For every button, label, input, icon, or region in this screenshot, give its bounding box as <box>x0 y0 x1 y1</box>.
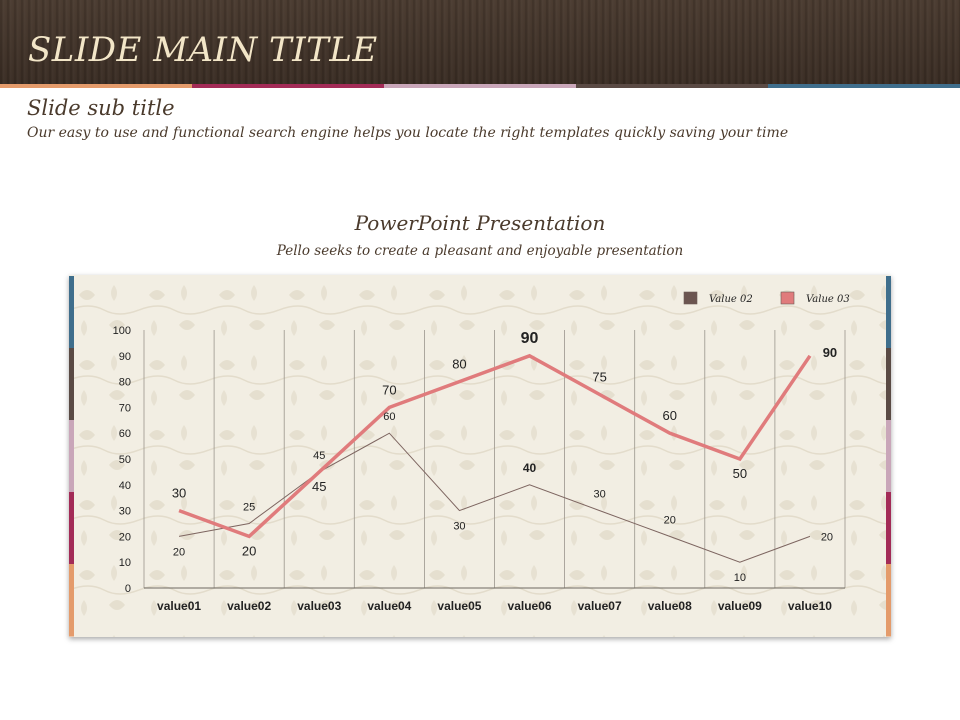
x-tick-label: value09 <box>718 599 762 613</box>
y-tick-label: 20 <box>119 531 131 543</box>
data-label-value-03: 30 <box>172 486 186 501</box>
data-label-value-03: 70 <box>382 382 396 397</box>
slide-subtitle: Slide sub title <box>27 96 175 120</box>
legend-label: Value 03 <box>806 294 850 305</box>
y-tick-label: 10 <box>119 557 131 569</box>
x-tick-label: value04 <box>367 599 411 613</box>
chart-background <box>69 275 891 637</box>
legend-swatch <box>683 291 698 305</box>
data-label-value-03: 80 <box>452 357 466 372</box>
accent-stripe-3 <box>384 84 576 88</box>
data-label-value-02: 20 <box>173 546 185 558</box>
y-tick-label: 80 <box>119 377 131 389</box>
accent-stripe-1 <box>0 84 192 88</box>
series-layer <box>178 353 812 563</box>
data-label-value-02: 60 <box>383 411 395 423</box>
title-bar: SLIDE MAIN TITLE <box>0 0 960 84</box>
data-label-value-03: 20 <box>242 543 256 558</box>
data-label-value-02: 20 <box>821 531 833 543</box>
y-tick-label: 60 <box>119 428 131 440</box>
data-label-value-02: 30 <box>453 521 465 533</box>
data-label-value-02: 45 <box>313 450 325 462</box>
side-bar-right-segment <box>886 276 891 349</box>
x-tick-label: value05 <box>437 599 481 613</box>
side-bar-left-segment <box>69 420 74 493</box>
data-label-value-02: 25 <box>243 502 255 514</box>
x-tick-label: value06 <box>508 599 552 613</box>
side-bar-left-segment <box>69 276 74 349</box>
data-label-value-02: 20 <box>664 514 676 526</box>
legend-swatch <box>780 291 795 305</box>
side-bar-right <box>886 276 891 637</box>
y-tick-label: 40 <box>119 480 131 492</box>
data-label-value-03: 60 <box>663 408 677 423</box>
data-label-value-03: 90 <box>521 330 539 347</box>
y-tick-label: 100 <box>113 325 131 337</box>
chart-panel: 0 10 20 30 40 50 60 70 80 90 100 value01 value02 val… <box>69 275 891 637</box>
slide-title: SLIDE MAIN TITLE <box>28 30 378 70</box>
accent-stripe-5 <box>768 84 960 88</box>
x-axis: value01 value02 value03 value04 value05 value… <box>157 599 832 613</box>
accent-stripe-2 <box>192 84 384 88</box>
x-tick-label: value08 <box>648 599 692 613</box>
chart-legend: Value 02 Value 03 <box>683 291 850 305</box>
x-tick-label: value07 <box>578 599 622 613</box>
accent-stripes <box>0 84 960 88</box>
x-tick-label: value01 <box>157 599 201 613</box>
accent-stripe-4 <box>576 84 768 88</box>
data-label-value-02: 30 <box>594 489 606 501</box>
legend-label: Value 02 <box>709 294 753 305</box>
series-line-value-02 <box>178 432 811 563</box>
side-bar-left <box>69 276 74 637</box>
side-bar-left-segment <box>69 348 74 421</box>
y-tick-label: 0 <box>125 583 131 595</box>
y-tick-label: 50 <box>119 454 131 466</box>
data-label-value-03: 90 <box>823 345 837 360</box>
y-tick-label: 90 <box>119 351 131 363</box>
side-bar-right-segment <box>886 420 891 493</box>
x-tick-label: value02 <box>227 599 271 613</box>
slide-description: Our easy to use and functional search en… <box>27 125 789 141</box>
side-bar-left-segment <box>69 564 74 637</box>
data-label-value-03: 50 <box>733 466 747 481</box>
grid-lines <box>143 330 846 589</box>
side-bar-right-segment <box>886 564 891 637</box>
y-tick-label: 30 <box>119 506 131 518</box>
data-label-value-03: 45 <box>312 479 326 494</box>
data-label-value-02: 10 <box>734 572 746 584</box>
side-bar-left-segment <box>69 492 74 565</box>
y-axis: 0 10 20 30 40 50 60 70 80 90 100 <box>113 325 131 595</box>
y-tick-label: 70 <box>119 402 131 414</box>
chart-subtitle: Pello seeks to create a pleasant and enj… <box>276 243 684 259</box>
data-label-value-03: 75 <box>592 370 606 385</box>
side-bar-right-segment <box>886 492 891 565</box>
chart-title: PowerPoint Presentation <box>354 211 606 235</box>
x-tick-label: value03 <box>297 599 341 613</box>
x-tick-label: value10 <box>788 599 832 613</box>
data-label-value-02: 40 <box>523 461 537 475</box>
side-bar-right-segment <box>886 348 891 421</box>
series-line-value-03 <box>178 353 812 539</box>
data-labels: 30 20 45 70 80 90 75 60 50 90 20 25 45 60 30 40 30 20 10 20 <box>172 330 837 584</box>
